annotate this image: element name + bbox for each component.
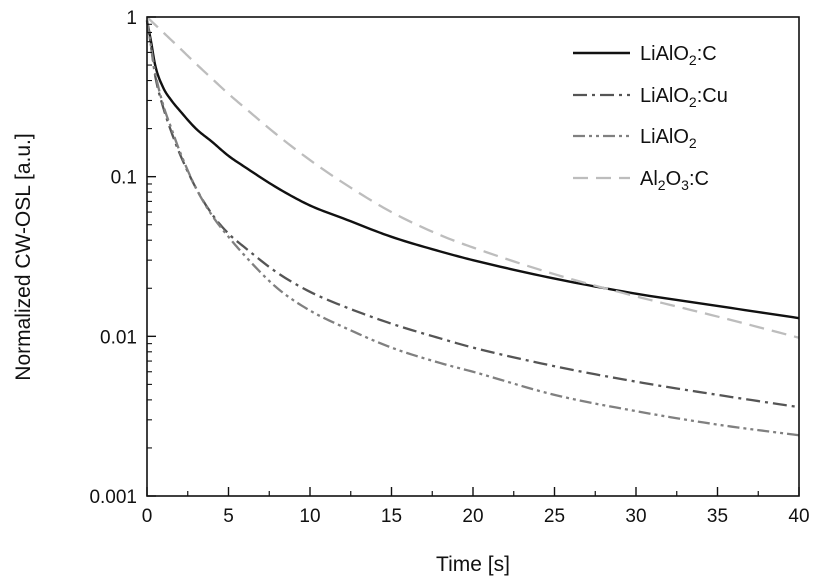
legend-label-1: LiAlO2:Cu <box>640 85 728 110</box>
legend-label-part: 2 <box>658 177 666 193</box>
legend-label-part: 2 <box>689 52 697 68</box>
legend-label-3: Al2O3:C <box>640 168 709 193</box>
series-line-0 <box>145 20 800 320</box>
legend-label-part: :C <box>689 168 709 190</box>
y-axis-title: Normalized CW-OSL [a.u.] <box>12 133 35 380</box>
series-line-2 <box>145 20 800 437</box>
legend-label-part: 2 <box>689 94 697 110</box>
legend-label-part: LiAlO <box>640 126 689 148</box>
x-tick-label: 25 <box>544 506 565 527</box>
plot-lines <box>145 16 800 437</box>
y-axis-ticks: 0.001 0.01 0.1 1 <box>89 8 156 508</box>
x-tick-label: 35 <box>707 506 728 527</box>
x-axis-ticks: 0 5 10 15 20 25 30 35 40 <box>142 487 810 527</box>
series-line-1 <box>145 20 800 409</box>
legend-label-part: LiAlO <box>640 43 689 65</box>
legend-label-0: LiAlO2:C <box>640 43 717 68</box>
legend-label-part: 3 <box>681 177 689 193</box>
x-axis-title: Time [s] <box>436 553 510 576</box>
x-tick-label: 20 <box>462 506 483 527</box>
y-tick-label: 0.001 <box>89 487 137 508</box>
legend-label-part: Al <box>640 168 658 190</box>
x-tick-label: 40 <box>788 506 809 527</box>
legend-label-part: O <box>666 168 682 190</box>
y-tick-label: 0.1 <box>111 168 137 189</box>
y-tick-label: 1 <box>126 8 137 29</box>
x-tick-label: 0 <box>142 506 153 527</box>
y-tick-label: 0.01 <box>100 327 137 348</box>
legend-label-part: 2 <box>689 135 697 151</box>
x-tick-label: 10 <box>299 506 320 527</box>
legend-label-2: LiAlO2 <box>640 126 697 151</box>
x-tick-label: 30 <box>625 506 646 527</box>
x-tick-label: 15 <box>381 506 402 527</box>
x-tick-label: 5 <box>223 506 234 527</box>
legend-label-part: :C <box>697 43 717 65</box>
series-line-3 <box>146 16 800 339</box>
legend-label-part: LiAlO <box>640 85 689 107</box>
legend-label-part: :Cu <box>697 85 728 107</box>
